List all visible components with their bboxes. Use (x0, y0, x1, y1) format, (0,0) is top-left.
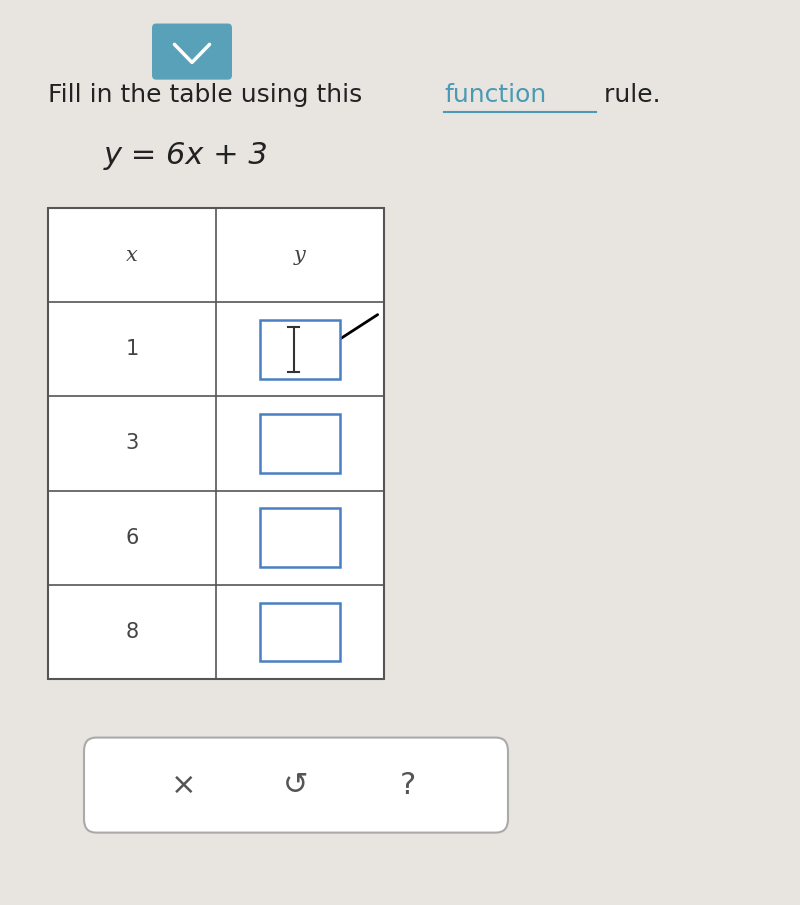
Text: x: x (126, 246, 138, 264)
Text: 8: 8 (126, 622, 138, 642)
Text: rule.: rule. (596, 83, 661, 107)
Bar (260, 509, 340, 567)
FancyBboxPatch shape (84, 738, 508, 833)
Bar (48, 208, 384, 679)
Bar (260, 603, 340, 661)
Text: 3: 3 (126, 433, 138, 453)
Text: y = 6x + 3: y = 6x + 3 (104, 141, 269, 170)
Text: 6: 6 (126, 528, 138, 548)
Text: 1: 1 (126, 339, 138, 359)
Text: y: y (294, 246, 306, 264)
Text: ↺: ↺ (283, 770, 309, 800)
Bar (260, 320, 340, 378)
Text: function: function (444, 83, 546, 107)
Text: ?: ? (400, 770, 416, 800)
Text: Fill in the table using this: Fill in the table using this (48, 83, 370, 107)
FancyBboxPatch shape (152, 24, 232, 80)
Bar (260, 414, 340, 472)
Text: ×: × (171, 770, 197, 800)
